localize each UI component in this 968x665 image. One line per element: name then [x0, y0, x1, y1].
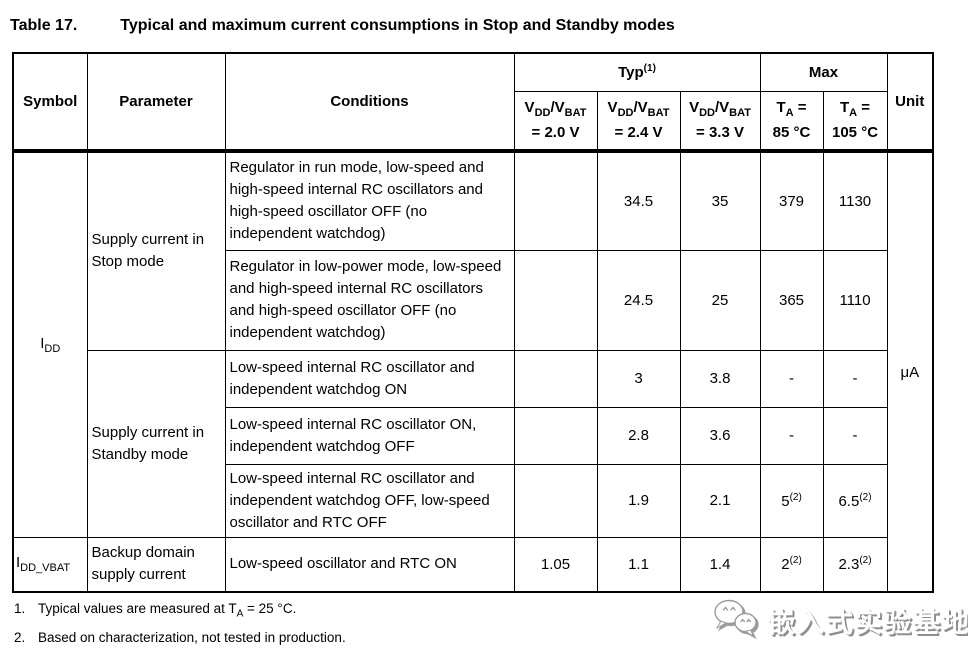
parameter-backup-domain: Backup domain supply current: [86, 536, 226, 593]
value-cell: 3: [596, 349, 681, 408]
value-cell: 2(2): [759, 536, 824, 593]
value-cell: 365: [759, 249, 824, 351]
watermark: 嵌入式实验基地: [712, 598, 968, 643]
col-header-parameter: Parameter: [86, 52, 226, 153]
value-cell: -: [759, 406, 824, 465]
col-group-typ: Typ(1): [513, 52, 761, 92]
value-cell: [513, 406, 598, 465]
value-cell: [513, 150, 598, 251]
table-number: Table 17.: [10, 17, 78, 34]
unit-cell: μA: [886, 150, 934, 593]
col-header-unit: Unit: [886, 52, 934, 153]
typ-label: Typ: [618, 64, 644, 82]
footnote-1: 1. Typical values are measured at TA = 2…: [14, 601, 297, 620]
footnote-2: 2. Based on characterization, not tested…: [14, 629, 346, 645]
col-header-vdd-2v4: VDD/VBAT = 2.4 V: [596, 90, 681, 153]
value-cell: 2.1: [679, 463, 761, 538]
wechat-icon: [712, 598, 760, 643]
typ-footnote-ref: (1): [643, 63, 656, 75]
value-cell: 3.6: [679, 406, 761, 465]
value-cell: 3.8: [679, 349, 761, 408]
value-cell: 25: [679, 249, 761, 351]
table-row: Low-speed internal RC oscillator ON, ind…: [13, 406, 933, 465]
condition-cell: Low-speed internal RC oscillator and ind…: [224, 349, 515, 408]
condition-cell: Low-speed oscillator and RTC ON: [224, 536, 515, 593]
value-cell: 24.5: [596, 249, 681, 351]
value-cell: 1.1: [596, 536, 681, 593]
col-header-conditions: Conditions: [224, 52, 515, 153]
current-consumption-table: Symbol Parameter Conditions Typ(1) Max U…: [12, 52, 935, 593]
table-row: Low-speed internal RC oscillator and ind…: [13, 463, 933, 538]
value-cell: 1.05: [513, 536, 598, 593]
value-cell: 2.3(2): [822, 536, 888, 593]
value-cell: 5(2): [759, 463, 824, 538]
col-header-vdd-2v0: VDD/VBAT = 2.0 V: [513, 90, 598, 153]
value-cell: [513, 249, 598, 351]
col-header-symbol: Symbol: [12, 52, 88, 153]
value-cell: [513, 463, 598, 538]
table-row: Supply current in Standby mode Low-speed…: [13, 349, 933, 538]
col-header-vdd-3v3: VDD/VBAT = 3.3 V: [679, 90, 761, 153]
value-cell: 1.4: [679, 536, 761, 593]
watermark-text: 嵌入式实验基地: [768, 608, 968, 638]
col-header-ta-85: TA = 85 °C: [759, 90, 824, 153]
value-cell: [513, 349, 598, 408]
col-header-ta-105: TA = 105 °C: [822, 90, 888, 153]
value-cell: 1130: [822, 150, 888, 251]
col-group-max: Max: [759, 52, 888, 92]
condition-cell: Regulator in low-power mode, low-speed a…: [224, 249, 515, 351]
table-title: Table 17. Typical and maximum current co…: [10, 17, 675, 35]
condition-cell: Regulator in run mode, low-speed and hig…: [224, 150, 515, 251]
value-cell: -: [822, 349, 888, 408]
parameter-stop-mode: Supply current in Stop mode: [86, 150, 226, 351]
value-cell: 1.9: [596, 463, 681, 538]
value-cell: 35: [679, 150, 761, 251]
condition-cell: Low-speed internal RC oscillator ON, ind…: [224, 406, 515, 465]
table-row: IDD_VBAT Backup domain supply current Lo…: [12, 536, 933, 593]
symbol-idd-vbat: IDD_VBAT: [12, 536, 88, 593]
condition-cell: Low-speed internal RC oscillator and ind…: [224, 463, 515, 538]
table-title-text: Typical and maximum current consumptions…: [120, 17, 675, 34]
value-cell: 379: [759, 150, 824, 251]
value-cell: -: [759, 349, 824, 408]
value-cell: 6.5(2): [822, 463, 888, 538]
value-cell: 2.8: [596, 406, 681, 465]
parameter-standby-mode: Supply current in Standby mode: [86, 349, 226, 538]
footnotes: 1. Typical values are measured at TA = 2…: [14, 601, 346, 658]
table-row: Regulator in low-power mode, low-speed a…: [13, 249, 933, 351]
value-cell: 34.5: [596, 150, 681, 251]
table-row: IDD Supply current in Stop mode Regulato…: [12, 150, 934, 593]
value-cell: -: [822, 406, 888, 465]
value-cell: 1110: [822, 249, 888, 351]
symbol-idd: IDD: [12, 150, 88, 538]
